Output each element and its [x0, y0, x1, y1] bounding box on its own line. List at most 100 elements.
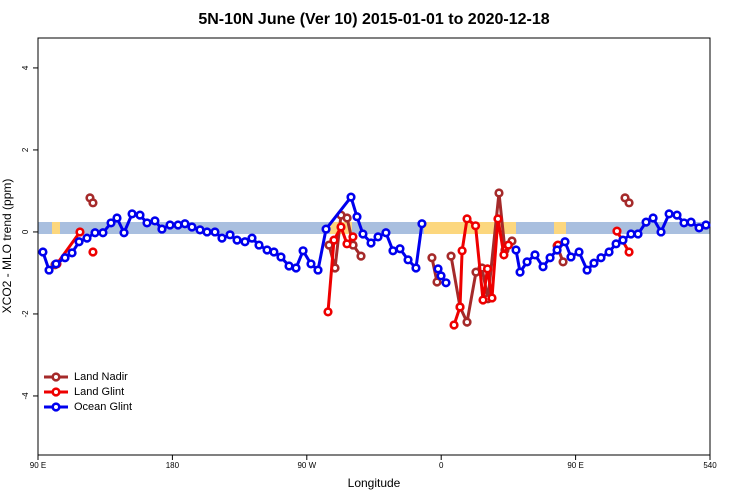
point: [522, 257, 532, 267]
point: [436, 271, 446, 281]
point: [515, 267, 525, 277]
point: [75, 227, 85, 237]
point: [462, 317, 472, 327]
point: [427, 253, 437, 263]
point: [150, 216, 160, 226]
land-band: [554, 222, 566, 234]
point: [596, 253, 606, 263]
x-tick-label: 0: [439, 461, 444, 470]
point: [633, 229, 643, 239]
point: [701, 220, 711, 230]
point: [180, 219, 190, 229]
point: [366, 238, 376, 248]
point: [381, 228, 391, 238]
point: [352, 212, 362, 222]
point: [624, 198, 634, 208]
point: [112, 213, 122, 223]
point: [306, 259, 316, 269]
point: [503, 240, 514, 250]
point: [552, 245, 562, 255]
point: [493, 214, 503, 224]
background-band: [38, 222, 710, 234]
legend-marker: [51, 402, 61, 412]
point: [411, 263, 421, 273]
point: [433, 264, 443, 274]
x-tick-label: 90 W: [297, 461, 316, 470]
point: [648, 213, 658, 223]
y-axis-label: XCO2 - MLO trend (ppm): [0, 179, 14, 314]
point: [558, 257, 568, 267]
x-tick-label: 180: [166, 461, 180, 470]
point: [395, 244, 405, 254]
point: [240, 237, 250, 247]
y-tick-label: -2: [21, 310, 30, 318]
land-band: [52, 222, 60, 234]
point: [323, 307, 333, 317]
point: [388, 246, 398, 256]
y-tick-label: -4: [21, 392, 30, 400]
point: [342, 239, 352, 249]
point: [624, 247, 634, 257]
x-axis-label: Longitude: [348, 476, 401, 490]
point: [686, 217, 696, 227]
point: [538, 262, 548, 272]
point: [611, 239, 621, 249]
legend-item: Ocean Glint: [44, 401, 132, 413]
series-line: [41, 193, 707, 284]
point: [432, 277, 442, 287]
point: [403, 255, 413, 265]
point: [74, 237, 84, 247]
point: [446, 251, 456, 261]
point: [142, 218, 152, 228]
point: [641, 217, 651, 227]
point: [455, 302, 465, 312]
legend-label: Land Nadir: [74, 371, 128, 383]
point: [165, 220, 175, 230]
point: [225, 230, 235, 240]
legend-item: Land Glint: [44, 386, 124, 398]
point: [449, 320, 459, 330]
point: [51, 259, 61, 269]
legend-marker: [51, 372, 61, 382]
land-band: [424, 222, 516, 234]
point: [269, 247, 279, 257]
point: [98, 228, 108, 238]
point: [119, 228, 129, 238]
legend-item: Land Nadir: [44, 371, 128, 383]
point: [195, 225, 205, 235]
point: [618, 235, 628, 245]
point: [313, 265, 323, 275]
point: [217, 233, 227, 243]
point: [626, 229, 636, 239]
x-tick-label: 540: [703, 461, 717, 470]
point: [482, 264, 493, 274]
point: [604, 247, 614, 257]
point: [321, 224, 331, 234]
point: [187, 222, 197, 232]
point: [470, 221, 481, 231]
point: [487, 293, 497, 303]
point: [511, 245, 521, 255]
point: [60, 253, 70, 263]
ocean-band: [38, 222, 710, 234]
point: [417, 219, 427, 229]
point: [582, 265, 592, 275]
point: [67, 248, 77, 258]
point: [336, 222, 346, 232]
point: [210, 227, 220, 237]
x-tick-label: 90 E: [30, 461, 46, 470]
point: [566, 252, 576, 262]
point: [679, 218, 689, 228]
y-tick-label: 2: [21, 147, 30, 152]
series-line: [55, 215, 631, 326]
plot-frame: [37, 37, 711, 456]
point: [494, 188, 504, 198]
point: [373, 232, 383, 242]
point: [664, 209, 674, 219]
point: [127, 209, 137, 219]
point: [135, 210, 145, 220]
legend-label: Ocean Glint: [74, 401, 132, 413]
point: [247, 233, 257, 243]
point: [157, 224, 167, 234]
